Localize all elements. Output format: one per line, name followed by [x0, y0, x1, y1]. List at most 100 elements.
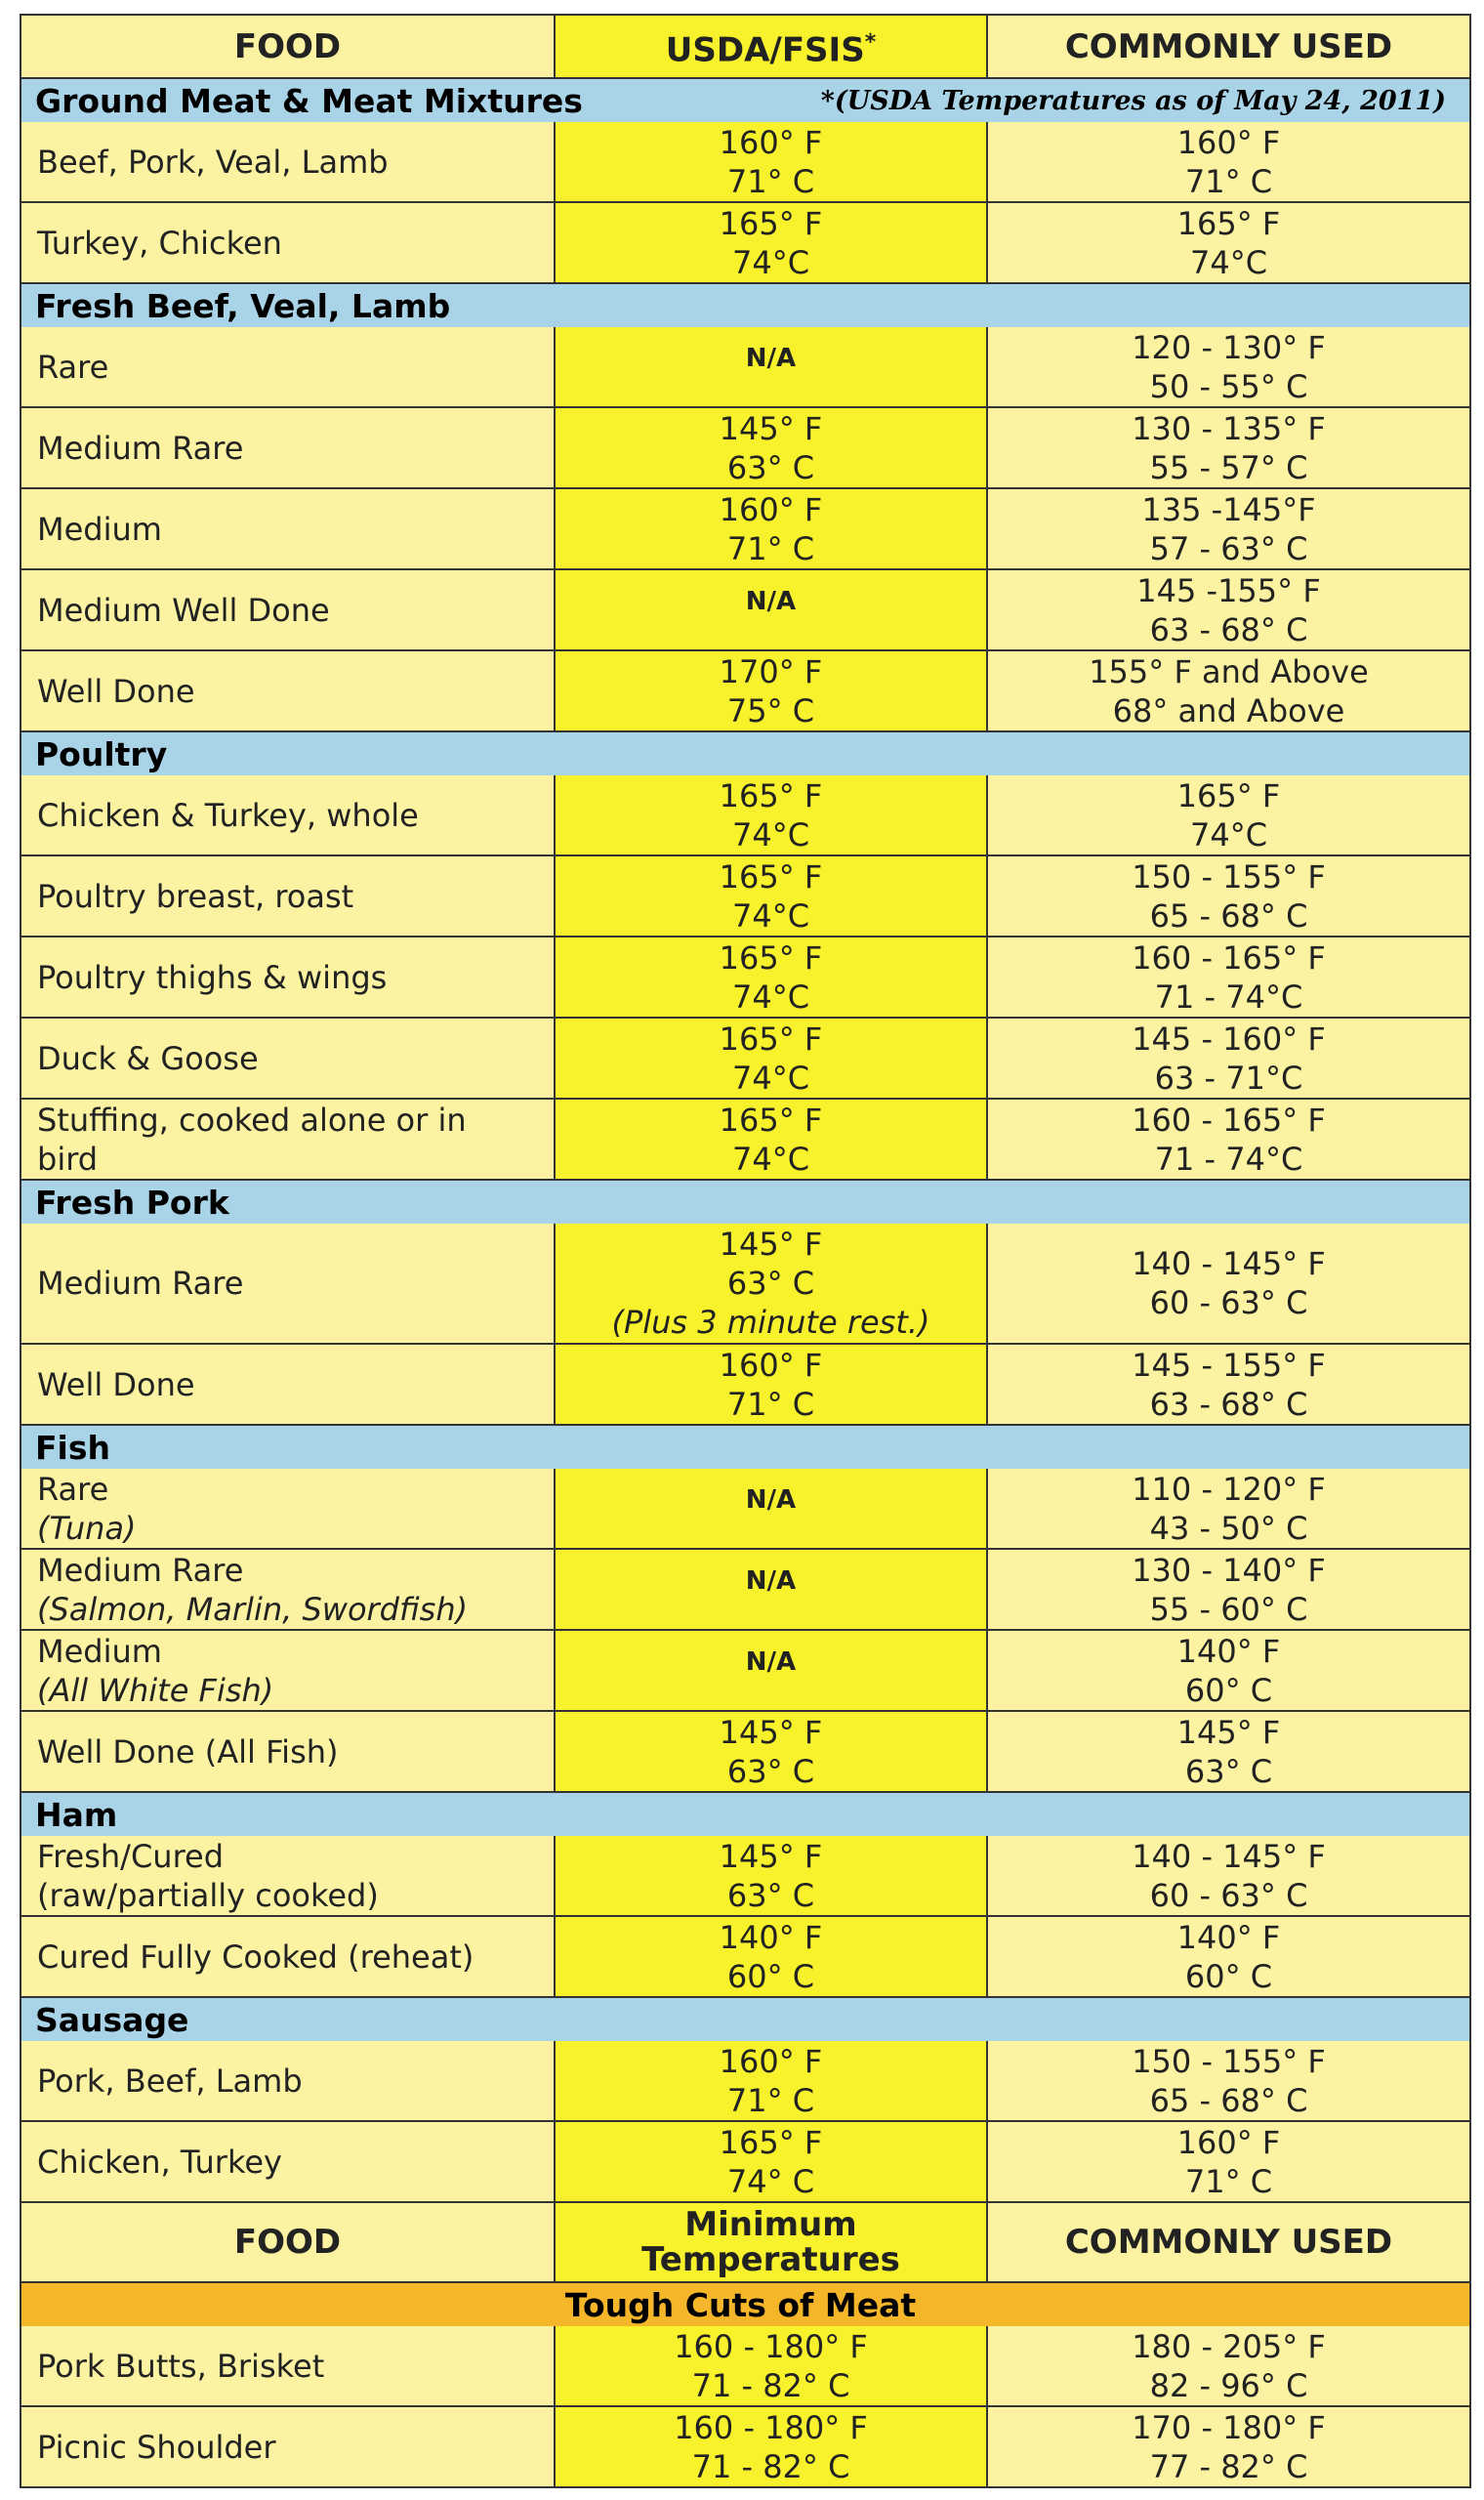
food-cell: Chicken & Turkey, whole	[21, 775, 556, 854]
common-text: 71 - 74°C	[1154, 978, 1303, 1016]
food-text: Well Done	[37, 672, 195, 710]
usda-text: 165° F	[719, 1020, 823, 1058]
section-title: Poultry	[35, 734, 168, 773]
common-cell: 130 - 140° F 55 - 60° C	[988, 1550, 1469, 1629]
common-text: 150 - 155° F	[1132, 2042, 1326, 2080]
usda-cell: 160 - 180° F 71 - 82° C	[556, 2326, 988, 2405]
temperature-table: FOOD USDA/FSIS* COMMONLY USED Ground Meat &…	[20, 14, 1471, 2488]
usda-text: 165° F	[719, 857, 823, 896]
food-text: Medium	[37, 1632, 162, 1670]
common-text: 145 - 155° F	[1132, 1346, 1326, 1384]
usda-cell: 165° F 74° C	[556, 2122, 988, 2201]
section-bar: Fresh Pork	[21, 1181, 1469, 1224]
table-row: Well Done 170° F 75° C 155° F and Above 68° …	[21, 651, 1469, 732]
common-text: 165° F	[1176, 204, 1281, 242]
food-cell: Medium	[21, 489, 556, 568]
common-text: 160° F	[1176, 2123, 1281, 2161]
common-cell: 110 - 120° F 43 - 50° C	[988, 1469, 1469, 1548]
header-cell: FOOD	[21, 16, 556, 77]
food-cell: Well Done (All Fish)	[21, 1712, 556, 1791]
usda-cell: 160° F 71° C	[556, 2041, 988, 2120]
header-cell: COMMONLY USED	[988, 16, 1469, 77]
table-row: Medium Rare 145° F 63° C (Plus 3 minute res…	[21, 1224, 1469, 1345]
usda-text: 74°C	[731, 243, 810, 281]
food-text: Poultry thighs & wings	[37, 958, 388, 996]
table-row: Picnic Shoulder 160 - 180° F 71 - 82° C 170…	[21, 2407, 1469, 2488]
header-text: COMMONLY USED	[1064, 26, 1393, 66]
usda-text: 74°C	[731, 1059, 810, 1097]
usda-cell: 160° F 71° C	[556, 489, 988, 568]
table-row: Turkey, Chicken 165° F 74°C 165° F 74°C	[21, 203, 1469, 284]
common-cell: 150 - 155° F 65 - 68° C	[988, 856, 1469, 936]
usda-text: 71 - 82° C	[691, 2447, 850, 2485]
usda-text: 140° F	[719, 1918, 823, 1956]
common-text: 57 - 63° C	[1149, 529, 1308, 567]
usda-text: 160° F	[719, 490, 823, 528]
common-cell: 145° F 63° C	[988, 1712, 1469, 1791]
table-row: Poultry thighs & wings 165° F 74°C 160 - 16…	[21, 938, 1469, 1019]
usda-cell: 165° F 74°C	[556, 775, 988, 854]
common-text: 55 - 60° C	[1149, 1590, 1308, 1628]
usda-cell: N/A	[556, 1550, 988, 1629]
usda-note: (Plus 3 minute rest.)	[611, 1304, 930, 1341]
section-bar: Tough Cuts of Meat	[21, 2283, 1469, 2326]
common-text: 65 - 68° C	[1149, 2081, 1308, 2119]
food-cell: Cured Fully Cooked (reheat)	[21, 1917, 556, 1996]
common-text: 63° C	[1184, 1752, 1273, 1790]
table-row: Medium Rare (Salmon, Marlin, Swordfish) N/…	[21, 1550, 1469, 1631]
section-title: Ham	[35, 1795, 118, 1834]
section-title: Fish	[35, 1428, 110, 1467]
usda-note: *(USDA Temperatures as of May 24, 2011)	[820, 85, 1446, 116]
usda-text: 145° F	[719, 409, 823, 447]
food-cell: Medium Rare	[21, 1224, 556, 1343]
common-text: 145° F	[1176, 1713, 1281, 1751]
usda-text: 71° C	[726, 1385, 815, 1423]
common-text: 120 - 130° F	[1132, 328, 1326, 366]
table-row: Rare (Tuna) N/A 110 - 120° F 43 - 50° C	[21, 1469, 1469, 1550]
usda-text: 63° C	[726, 448, 815, 486]
usda-text: 145° F	[719, 1837, 823, 1875]
common-cell: 140 - 145° F 60 - 63° C	[988, 1224, 1469, 1343]
common-cell: 150 - 155° F 65 - 68° C	[988, 2041, 1469, 2120]
header-text: Minimum	[684, 2205, 857, 2244]
common-cell: 140 - 145° F 60 - 63° C	[988, 1836, 1469, 1915]
common-text: 63 - 71°C	[1154, 1059, 1303, 1097]
section-bar: Sausage	[21, 1998, 1469, 2041]
common-text: 71° C	[1184, 162, 1273, 200]
usda-text: 74°C	[731, 896, 810, 935]
usda-cell: N/A	[556, 1469, 988, 1548]
common-cell: 160° F 71° C	[988, 122, 1469, 201]
usda-text: 165° F	[719, 1101, 823, 1139]
common-text: 170 - 180° F	[1132, 2408, 1326, 2446]
food-cell: Stuffing, cooked alone or in bird	[21, 1100, 556, 1179]
common-text: 65 - 68° C	[1149, 896, 1308, 935]
usda-text: 74°C	[731, 978, 810, 1016]
common-text: 140 - 145° F	[1132, 1837, 1326, 1875]
header-cell: Minimum Temperatures	[556, 2203, 988, 2281]
section-title: Tough Cuts of Meat	[564, 2285, 917, 2324]
common-text: 63 - 68° C	[1149, 1385, 1308, 1423]
common-text: 77 - 82° C	[1149, 2447, 1308, 2485]
food-text: Picnic Shoulder	[37, 2428, 276, 2466]
common-cell: 180 - 205° F 82 - 96° C	[988, 2326, 1469, 2405]
usda-cell: 140° F 60° C	[556, 1917, 988, 1996]
table-row: Rare N/A 120 - 130° F 50 - 55° C	[21, 327, 1469, 408]
section-title: Ground Meat & Meat Mixtures	[35, 81, 583, 120]
header-text: USDA/FSIS*	[666, 23, 876, 69]
usda-cell: N/A	[556, 570, 988, 649]
common-text: 180 - 205° F	[1132, 2327, 1326, 2365]
usda-text: 75° C	[726, 691, 815, 729]
common-text: 60° C	[1184, 1957, 1273, 1995]
usda-text: 74°C	[731, 1140, 810, 1178]
table-row: Medium 160° F 71° C 135 -145°F 57 - 63° C	[21, 489, 1469, 570]
usda-text: 63° C	[726, 1265, 815, 1302]
usda-text: N/A	[745, 1566, 797, 1596]
usda-text: 165° F	[719, 938, 823, 977]
common-cell: 165° F 74°C	[988, 775, 1469, 854]
food-text: Pork, Beef, Lamb	[37, 2062, 303, 2100]
common-text: 155° F and Above	[1089, 652, 1369, 690]
usda-text: N/A	[745, 1485, 797, 1515]
common-cell: 155° F and Above 68° and Above	[988, 651, 1469, 730]
food-text: Medium Rare	[37, 1265, 244, 1302]
food-cell: Pork Butts, Brisket	[21, 2326, 556, 2405]
